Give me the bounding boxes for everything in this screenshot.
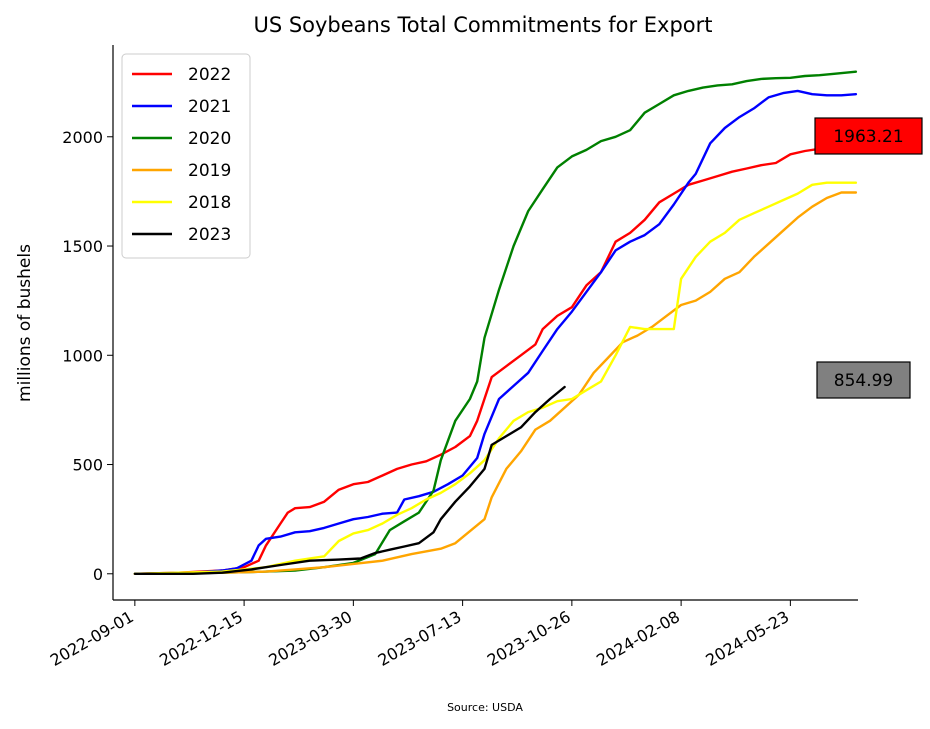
value-callout-label: 1963.21 <box>833 127 903 147</box>
series-line-2023 <box>133 385 566 575</box>
series-line-2022 <box>133 143 850 575</box>
y-tick-label: 2000 <box>62 128 103 147</box>
y-tick-label: 1500 <box>62 237 103 256</box>
series-line-2018 <box>133 181 858 575</box>
x-tick-label: 2024-02-08 <box>593 607 683 670</box>
x-tick-label: 2023-03-30 <box>265 607 355 670</box>
y-tick-label: 500 <box>72 456 103 475</box>
chart-title: US Soybeans Total Commitments for Export <box>253 13 712 37</box>
value-callout-box <box>816 361 911 399</box>
legend: 2022 2021 2020 2019 2018 2023 <box>121 53 251 259</box>
series-line-2019 <box>133 191 858 575</box>
legend-label-2019: 2019 <box>188 161 231 181</box>
legend-label-2022: 2022 <box>188 65 231 85</box>
series-lines <box>133 70 858 575</box>
x-tick-label: 2022-12-15 <box>156 607 246 670</box>
series-line-2020 <box>133 70 858 575</box>
y-tick-label: 1000 <box>62 346 103 365</box>
legend-label-2021: 2021 <box>188 97 231 117</box>
x-tick-label: 2023-10-26 <box>484 607 574 670</box>
legend-label-2020: 2020 <box>188 129 231 149</box>
source-note: Source: USDA <box>447 701 523 714</box>
legend-label-2023: 2023 <box>188 225 231 245</box>
series-line-2021 <box>133 89 858 575</box>
x-tick-label: 2024-05-23 <box>702 607 792 670</box>
y-axis-label: millions of bushels <box>15 244 35 402</box>
y-tick-label: 0 <box>93 565 103 584</box>
value-callout-box <box>814 117 923 155</box>
value-callouts: 1963.21 854.99 <box>814 117 923 399</box>
x-tick-label: 2022-09-01 <box>47 607 137 670</box>
legend-label-2018: 2018 <box>188 193 231 213</box>
x-tick-label: 2023-07-13 <box>375 607 465 670</box>
value-callout-label: 854.99 <box>834 371 893 391</box>
